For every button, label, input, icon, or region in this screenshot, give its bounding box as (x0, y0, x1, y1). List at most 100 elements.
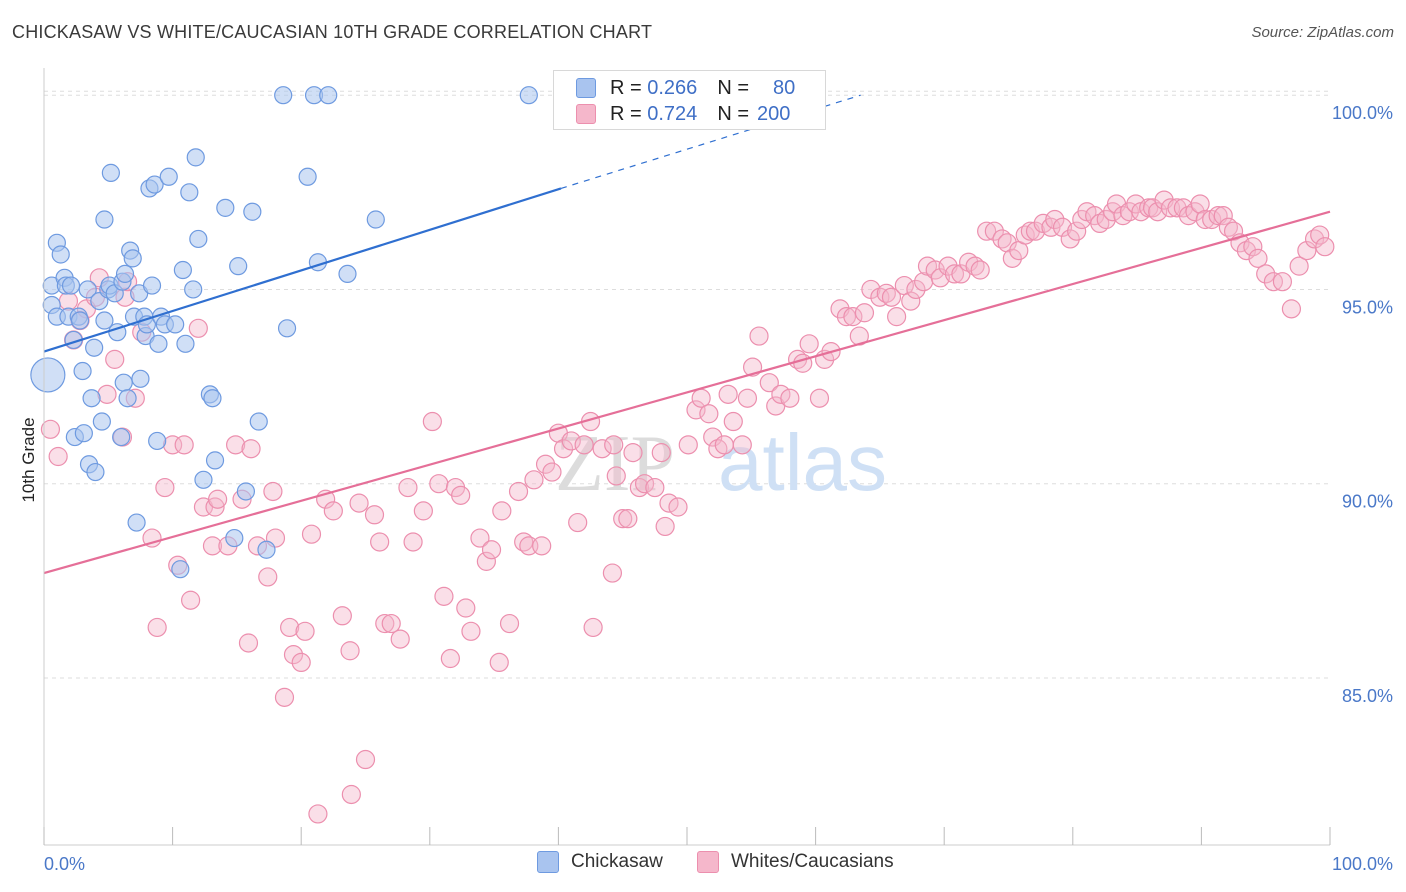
legend-n-label: N = (717, 102, 749, 125)
chickasaw-point (30, 357, 66, 393)
whites-point (381, 613, 401, 634)
whites-point (476, 551, 496, 571)
whites-point (181, 590, 201, 610)
chickasaw-point (61, 276, 81, 295)
whites-point (1289, 256, 1309, 276)
trend-lines (43, 94, 1331, 575)
whites-point (881, 287, 902, 307)
whites-point (375, 613, 395, 634)
chickasaw-point (115, 264, 135, 284)
whites-point (524, 470, 544, 490)
whites-point (1025, 221, 1046, 241)
whites-point (1315, 237, 1335, 257)
chickasaw-point (145, 175, 164, 194)
whites-point (799, 334, 819, 354)
chickasaw-point (70, 311, 90, 330)
chickasaw-point (257, 540, 276, 559)
whites-point (1310, 225, 1330, 245)
whites-point (618, 509, 638, 529)
whites-point (930, 268, 950, 288)
whites-point (1060, 229, 1080, 249)
whites-point (1272, 272, 1293, 292)
chickasaw-point (86, 462, 105, 482)
chickasaw-point (186, 148, 205, 167)
whites-point (58, 291, 79, 311)
chickasaw-point (171, 560, 190, 579)
whites-point (901, 291, 921, 311)
whites-point (258, 567, 278, 587)
chickasaw-point (184, 280, 203, 299)
chickasaw-trend-line (43, 187, 562, 353)
chickasaw-point (142, 276, 162, 295)
whites-point (613, 509, 633, 529)
whites-point (780, 388, 800, 408)
series-swatch-pink (697, 851, 719, 873)
whites-point (205, 497, 225, 517)
whites-point (1223, 221, 1244, 241)
whites-point (188, 318, 208, 338)
whites-point (592, 439, 612, 459)
chickasaw-point (277, 319, 297, 338)
whites-point (604, 435, 624, 455)
whites-point (263, 481, 283, 502)
chickasaw-point (274, 86, 293, 105)
chickasaw-points (30, 86, 538, 579)
legend-r-value: 0.724 (647, 102, 698, 125)
whites-point (429, 474, 449, 494)
whites-point (280, 617, 300, 638)
whites-point (634, 474, 655, 494)
chickasaw-point (229, 257, 248, 276)
whites-point (492, 501, 512, 521)
source-label: Source: ZipAtlas.com (1251, 24, 1394, 41)
whites-point (48, 446, 68, 467)
whites-point (470, 528, 490, 548)
whites-point (737, 388, 758, 408)
legend-swatch-blue (576, 78, 596, 98)
y-tick-label: 85.0% (1342, 686, 1393, 706)
whites-point (970, 260, 990, 280)
whites-point (355, 749, 376, 770)
whites-point (364, 505, 385, 525)
whites-point (906, 279, 926, 300)
whites-point (793, 353, 813, 373)
chickasaw-point (131, 369, 150, 388)
whites-point (332, 606, 352, 626)
chickasaw-point (159, 167, 178, 186)
whites-point (1067, 221, 1087, 241)
whites-point (97, 384, 117, 404)
chickasaw-point (95, 311, 114, 330)
series-label-chickasaw: Chickasaw (571, 851, 663, 872)
chickasaw-point (82, 389, 101, 408)
whites-point (1045, 209, 1065, 230)
chickasaw-point (78, 280, 97, 299)
whites-point (668, 497, 688, 517)
chickasaw-point (73, 361, 92, 381)
whites-point (174, 435, 194, 455)
chickasaw-point (51, 245, 70, 264)
whites-point (655, 516, 675, 537)
whites-point (341, 784, 361, 805)
whites-point (308, 804, 328, 824)
whites-point (340, 641, 360, 661)
whites-point (561, 431, 581, 451)
whites-point (645, 477, 665, 498)
whites-point (623, 443, 643, 463)
whites-point (1190, 194, 1210, 214)
whites-point (836, 307, 857, 327)
whites-point (489, 652, 509, 673)
whites-point (997, 233, 1017, 253)
whites-point (238, 633, 259, 653)
whites-point (887, 307, 907, 327)
legend-n-label: N = (717, 76, 749, 99)
whites-point (723, 411, 743, 432)
whites-point (155, 477, 175, 498)
whites-point (295, 621, 315, 641)
chickasaw-point (366, 210, 385, 229)
legend-row-chickasaw: R = 0.266 N = 80 (576, 76, 795, 100)
legend-swatch-pink (576, 104, 596, 124)
whites-point (226, 435, 246, 455)
chickasaw-point (85, 338, 104, 357)
chickasaw-point (216, 198, 235, 217)
chickasaw-point (74, 424, 93, 443)
whites-point (977, 221, 997, 241)
